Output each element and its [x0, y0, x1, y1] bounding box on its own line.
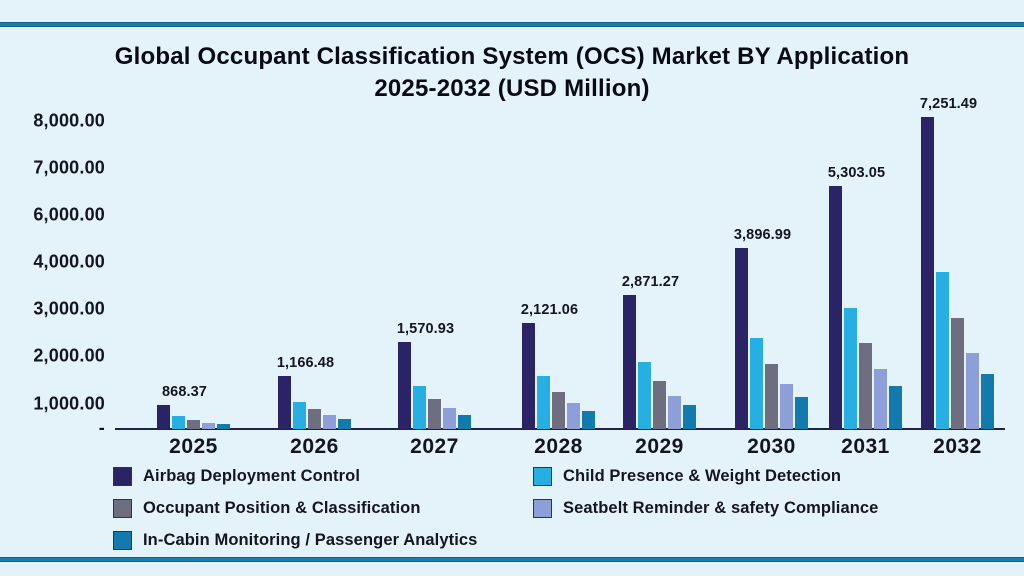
bar-2031-series-5 [889, 386, 902, 429]
bar-2027-series-4 [443, 408, 456, 429]
legend-item-5: In-Cabin Monitoring / Passenger Analytic… [113, 530, 533, 551]
bar-2032-series-5 [981, 374, 994, 429]
bar-value-label: 1,570.93 [396, 321, 455, 337]
bar-2028-series-1 [522, 323, 535, 429]
bar-group-2028 [522, 0, 595, 429]
bar-2029-series-4 [668, 396, 681, 429]
bar-2031-series-4 [874, 369, 887, 429]
bar-value-label: 2,121.06 [520, 302, 579, 318]
bar-2025-series-4 [202, 423, 215, 429]
bar-2027-series-5 [458, 415, 471, 429]
bar-2028-series-4 [567, 403, 580, 429]
legend-item-label: In-Cabin Monitoring / Passenger Analytic… [143, 531, 478, 549]
bar-group-2025 [157, 0, 230, 429]
bar-value-label: 3,896.99 [733, 227, 792, 243]
x-axis-tick-label: 2031 [841, 435, 890, 458]
bar-value-label: 868.37 [162, 384, 207, 400]
x-axis-tick-label: 2030 [747, 435, 796, 458]
legend-item-label: Airbag Deployment Control [143, 467, 361, 485]
bar-2026-series-5 [338, 419, 351, 429]
x-axis-tick-label: 2032 [933, 435, 982, 458]
bar-2029-series-1 [623, 295, 636, 429]
bar-2026-series-1 [278, 376, 291, 429]
bar-2026-series-2 [293, 402, 306, 429]
bar-group-2031 [829, 0, 902, 429]
legend-item-4: Seatbelt Reminder & safety Compliance [533, 498, 878, 519]
top-border-line [0, 22, 1024, 27]
y-axis-tick-label: 4,000.00 [33, 251, 105, 272]
bar-2027-series-1 [398, 342, 411, 429]
legend-item-label: Seatbelt Reminder & safety Compliance [563, 499, 879, 517]
bar-2027-series-2 [413, 386, 426, 429]
bar-2028-series-3 [552, 392, 565, 429]
bar-2031-series-1 [829, 186, 842, 429]
x-axis-line [115, 428, 1005, 430]
bar-2030-series-4 [780, 384, 793, 429]
bar-value-label: 1,166.48 [276, 355, 335, 371]
bar-2029-series-3 [653, 381, 666, 429]
bar-2030-series-1 [735, 248, 748, 429]
bar-group-2027 [398, 0, 471, 429]
y-axis-tick-label: 8,000.00 [33, 110, 105, 131]
bar-group-2029 [623, 0, 696, 429]
bar-2025-series-5 [217, 424, 230, 429]
chart-title-line2: 2025-2032 (USD Million) [374, 75, 650, 102]
bar-group-2026 [278, 0, 351, 429]
bar-2030-series-5 [795, 397, 808, 429]
bar-2032-series-1 [921, 117, 934, 429]
bar-value-label: 7,251.49 [919, 96, 978, 112]
bar-2028-series-2 [537, 376, 550, 429]
bottom-border-line [0, 557, 1024, 562]
bar-2026-series-4 [323, 415, 336, 429]
chart-title-line1: Global Occupant Classification System (O… [114, 43, 910, 70]
legend-item-label: Child Presence & Weight Detection [563, 467, 842, 485]
bar-2029-series-2 [638, 362, 651, 429]
x-axis-tick-label: 2026 [290, 435, 339, 458]
bar-2027-series-3 [428, 399, 441, 429]
legend-item-2: Child Presence & Weight Detection [533, 466, 878, 487]
bar-2028-series-5 [582, 411, 595, 429]
bar-group-2032 [921, 0, 994, 429]
bar-2032-series-4 [966, 353, 979, 429]
y-axis-tick-label: 2,000.00 [33, 345, 105, 366]
bar-2032-series-2 [936, 272, 949, 429]
bar-2026-series-3 [308, 409, 321, 429]
bar-group-2030 [735, 0, 808, 429]
legend-item-1: Airbag Deployment Control [113, 466, 533, 487]
legend-item-3: Occupant Position & Classification [113, 498, 533, 519]
bar-2025-series-3 [187, 420, 200, 429]
bar-2032-series-3 [951, 318, 964, 429]
legend-swatch [533, 499, 552, 518]
y-axis-tick-label: 6,000.00 [33, 204, 105, 225]
legend-swatch [113, 531, 132, 550]
legend-swatch [113, 499, 132, 518]
y-axis-tick-label: 1,000.00 [33, 393, 105, 414]
legend-swatch [533, 467, 552, 486]
chart-title: Global Occupant Classification System (O… [0, 41, 1024, 105]
bar-2025-series-1 [157, 405, 170, 429]
bar-value-label: 2,871.27 [621, 274, 680, 290]
legend-item-label: Occupant Position & Classification [143, 499, 421, 517]
x-axis-tick-label: 2025 [169, 435, 218, 458]
bar-value-label: 5,303.05 [827, 165, 886, 181]
y-axis-tick-label: 3,000.00 [33, 298, 105, 319]
bar-2031-series-3 [859, 343, 872, 429]
bar-2030-series-3 [765, 364, 778, 429]
x-axis-tick-label: 2029 [635, 435, 684, 458]
legend-swatch [113, 467, 132, 486]
legend: Airbag Deployment Control Child Presence … [113, 466, 878, 551]
bar-2031-series-2 [844, 308, 857, 429]
bar-2030-series-2 [750, 338, 763, 429]
bar-2025-series-2 [172, 416, 185, 429]
bar-2029-series-5 [683, 405, 696, 429]
y-axis-tick-label: 7,000.00 [33, 157, 105, 178]
y-axis-tick-label: - [98, 417, 105, 438]
x-axis-tick-label: 2028 [534, 435, 583, 458]
x-axis-tick-label: 2027 [410, 435, 459, 458]
